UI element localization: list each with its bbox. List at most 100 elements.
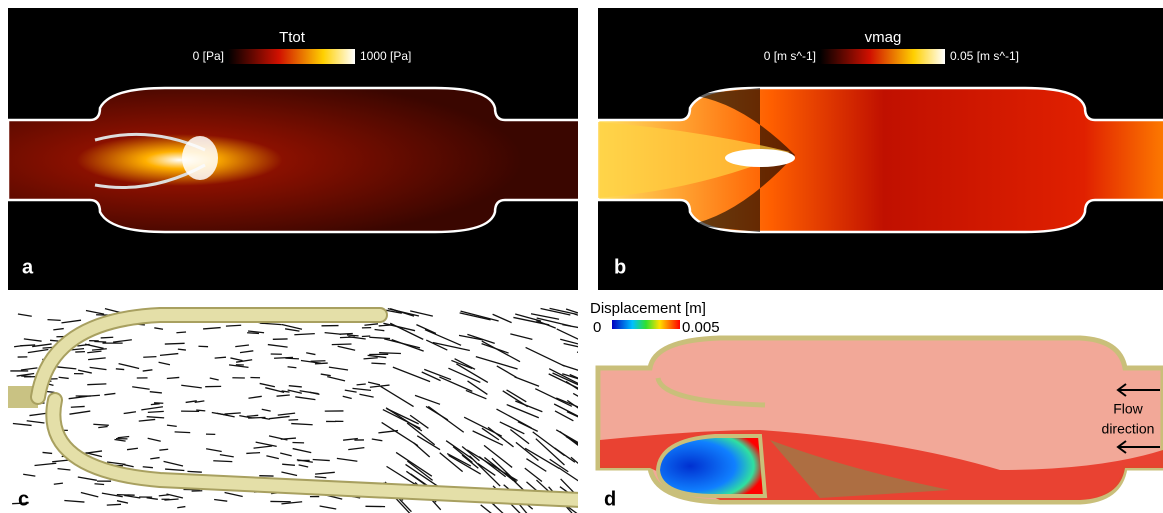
vector-arrow bbox=[215, 357, 226, 358]
vector-arrow bbox=[203, 328, 221, 329]
vector-arrow bbox=[127, 448, 138, 449]
vector-arrow bbox=[58, 469, 71, 470]
vector-arrow bbox=[337, 458, 357, 461]
vector-arrow bbox=[187, 471, 201, 472]
vector-arrow bbox=[24, 339, 42, 341]
vector-arrow bbox=[425, 330, 461, 346]
vector-arrow bbox=[54, 483, 63, 484]
vector-arrow bbox=[269, 416, 289, 418]
vector-arrow bbox=[289, 386, 302, 387]
vector-arrow bbox=[293, 449, 312, 453]
vector-arrow bbox=[139, 419, 155, 421]
vector-arrow bbox=[143, 357, 156, 358]
vector-arrow bbox=[220, 455, 234, 457]
vector-arrow bbox=[119, 364, 140, 369]
vector-arrow bbox=[248, 396, 261, 398]
vector-arrow bbox=[175, 432, 191, 433]
vector-arrow bbox=[291, 424, 312, 425]
vector-arrow bbox=[107, 504, 121, 505]
vector-arrow bbox=[176, 332, 186, 333]
vector-arrow bbox=[246, 453, 260, 454]
colorbar-title: Ttot bbox=[279, 29, 306, 46]
vector-arrow bbox=[535, 389, 572, 407]
vector-arrow bbox=[510, 334, 532, 340]
vector-arrow bbox=[364, 324, 378, 325]
vector-arrow bbox=[467, 334, 494, 343]
vector-arrow bbox=[21, 368, 37, 370]
vector-arrow bbox=[118, 437, 130, 438]
vector-arrow bbox=[117, 495, 135, 496]
colorbar-max: 1000 [Pa] bbox=[360, 49, 411, 63]
vector-arrow bbox=[329, 367, 348, 370]
vector-arrow bbox=[407, 461, 432, 480]
vector-arrow bbox=[577, 352, 605, 363]
vector-arrow bbox=[379, 325, 393, 326]
vector-arrow bbox=[88, 358, 106, 360]
vector-arrow bbox=[382, 422, 418, 445]
vector-arrow bbox=[482, 341, 520, 362]
vector-arrow bbox=[28, 350, 49, 353]
vector-arrow bbox=[59, 377, 69, 378]
vector-arrow bbox=[277, 395, 290, 396]
vector-arrow bbox=[92, 349, 107, 350]
vector-arrow bbox=[94, 341, 106, 342]
vector-arrow bbox=[43, 452, 53, 453]
colorbar-max: 0.005 bbox=[682, 319, 720, 336]
vector-arrow bbox=[159, 362, 170, 364]
colorbar bbox=[820, 49, 945, 64]
vector-arrow bbox=[150, 392, 162, 393]
vector-arrow bbox=[159, 495, 169, 496]
panel-label: c bbox=[18, 488, 29, 510]
vector-arrow bbox=[566, 437, 593, 454]
vector-arrow bbox=[295, 397, 315, 400]
vector-arrow bbox=[247, 333, 259, 334]
annotation: Flow bbox=[1113, 401, 1143, 417]
colorbar-min: 0 [Pa] bbox=[193, 49, 224, 63]
vector-arrow bbox=[123, 464, 134, 466]
vector-arrow bbox=[210, 378, 219, 380]
vector-arrow bbox=[13, 424, 32, 426]
vector-arrow bbox=[177, 507, 185, 508]
vector-arrow bbox=[280, 453, 291, 456]
vector-arrow bbox=[240, 351, 253, 353]
vector-arrow bbox=[357, 384, 366, 385]
vector-arrow bbox=[235, 345, 249, 347]
vector-arrow bbox=[515, 377, 539, 386]
vector-arrow bbox=[300, 391, 319, 394]
vector-arrow bbox=[167, 377, 179, 378]
vector-arrow bbox=[320, 506, 337, 509]
vector-arrow bbox=[348, 448, 364, 450]
vector-arrow bbox=[87, 351, 101, 353]
vector-arrow bbox=[214, 500, 227, 502]
vector-arrow bbox=[340, 334, 353, 335]
vector-arrow bbox=[559, 468, 595, 492]
vector-arrow bbox=[53, 329, 63, 330]
vector-arrow bbox=[124, 495, 140, 498]
vector-arrow bbox=[384, 339, 420, 348]
colorbar-min: 0 bbox=[593, 319, 601, 336]
vector-arrow bbox=[117, 501, 128, 503]
vector-arrow bbox=[550, 459, 569, 472]
vector-arrow bbox=[315, 472, 335, 474]
vector-arrow bbox=[23, 474, 35, 476]
vector-arrow bbox=[375, 329, 385, 330]
vector-arrow bbox=[396, 452, 432, 476]
vector-arrow bbox=[498, 469, 517, 480]
vector-arrow bbox=[124, 412, 136, 414]
colorbar-min: 0 [m s^-1] bbox=[764, 49, 816, 63]
vector-arrow bbox=[338, 346, 356, 350]
vector-arrow bbox=[476, 357, 518, 369]
vector-arrow bbox=[57, 367, 76, 369]
vector-arrow bbox=[416, 325, 436, 334]
vector-arrow bbox=[147, 417, 164, 418]
vector-arrow bbox=[369, 337, 390, 338]
vector-arrow bbox=[555, 448, 575, 462]
vector-arrow bbox=[81, 493, 98, 497]
vector-arrow bbox=[64, 500, 84, 502]
vector-arrow bbox=[132, 387, 149, 390]
vector-arrow bbox=[69, 411, 90, 414]
vector-arrow bbox=[213, 461, 232, 462]
vector-arrow bbox=[69, 396, 87, 398]
colorbar-title: vmag bbox=[865, 29, 902, 46]
vector-arrow bbox=[345, 390, 357, 392]
